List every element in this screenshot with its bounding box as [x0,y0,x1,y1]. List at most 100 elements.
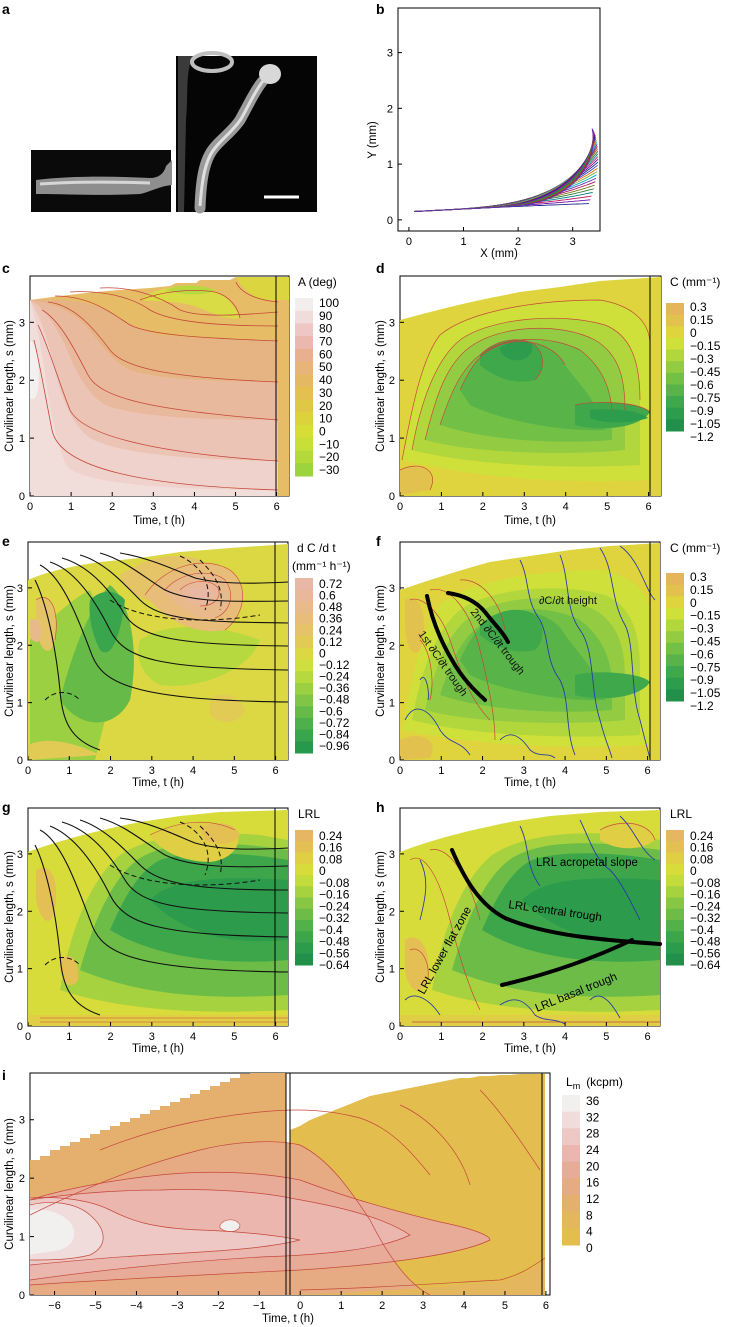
photo-right-edge [178,56,196,212]
colorbar-swatch [666,337,684,351]
panel-h: h LRL acropetal slope [375,799,721,1055]
plot-g-xlabel: Time, t (h) [132,1043,184,1055]
colorbar-tick-label: −0.45 [690,365,721,379]
i-contours [29,1089,546,1296]
colorbar-tick-label: 0.3 [690,300,707,314]
x-tick-label: 5 [603,765,609,777]
x-tick-label: 2 [109,501,115,513]
colorbar-tick-label: −0.56 [319,946,350,960]
y-tick-label: 3 [389,849,395,861]
x-tick-label: 0 [406,236,412,248]
h-contours-blue [404,815,656,1025]
colorbar-tick-label: −0.15 [690,339,721,353]
colorbar-tick-label: −0.56 [690,946,721,960]
i-fill-island [219,1219,241,1232]
colorbar-swatch [295,310,313,324]
colorbar-swatch [295,613,313,626]
colorbar-tick-label: 32 [586,1110,600,1124]
x-tick-label: −5 [89,1300,102,1312]
g-fill-pos1 [36,867,57,921]
f-fill-6 [480,609,543,652]
x-tick-label: 3 [149,765,155,777]
colorbar-tick-label: 0 [586,1241,593,1255]
x-tick-label: 0 [397,765,403,777]
panel-label-g: g [2,799,11,815]
panel-label-d: d [376,260,385,276]
c-fill-80 [30,300,278,496]
y-tick-label: 2 [389,640,395,652]
colorbar-swatch [295,863,313,876]
colorbar-tick-label: −0.3 [690,352,714,366]
panel-b: b 0 1 2 3 0 1 2 3 X (mm) Y (mm) [367,1,601,260]
colorbar-swatch [295,875,313,887]
colorbar-h: 0.240.160.080−0.08−0.16−0.24−0.32−0.4−0.… [666,829,721,972]
colorbar-tick-label: −20 [319,450,340,464]
y-tick-label: 0 [19,1290,25,1302]
colorbar-tick-label: −0.15 [690,609,721,623]
x-tick-label: 2 [515,236,521,248]
c-fill-100 [30,340,39,400]
plot-c-ticks: 0 1 2 3 4 5 6 0 1 2 3 [19,317,280,513]
colorbar-tick-label: 0.72 [319,577,343,591]
colorbar-e: 0.720.60.480.360.240.120−0.12−0.24−0.36−… [295,577,350,754]
colorbar-f-title: C (mm⁻¹) [670,541,720,555]
colorbar-swatch [295,886,313,898]
colorbar-swatch [295,942,313,955]
colorbar-tick-label: −10 [319,437,340,451]
colorbar-i-title-sub: m [573,1081,581,1091]
y-tick-label: 1 [19,433,25,445]
x-tick-label: 2 [479,1031,485,1043]
trajectory-line [414,128,594,212]
colorbar-tick-label: −0.32 [690,911,721,925]
d-fill-7 [500,340,533,361]
x-tick-label: 5 [231,1031,237,1043]
plot-i-ticks: −6 −5 −4 −3 −2 −1 0 1 2 3 4 5 6 0 1 2 3 [19,1115,549,1312]
x-tick-label: −4 [130,1300,143,1312]
y-tick-label: 3 [389,583,395,595]
i-fill-bottom-right [290,1260,545,1295]
y-tick-label: 2 [389,906,395,918]
colorbar-tick-label: 0 [319,864,326,878]
x-tick-label: 1 [438,1031,444,1043]
y-tick-label: 1 [389,698,395,710]
colorbar-i-title: Lm (kcpm) [566,1075,623,1091]
colorbar-tick-label: 16 [586,1176,600,1190]
x-tick-label: 5 [604,501,610,513]
colorbar-g-title: LRL [298,807,320,821]
x-tick-label: 3 [150,501,156,513]
h-fill-4 [522,878,660,942]
x-tick-label: 0 [397,1031,403,1043]
g-contours-red [40,821,288,1023]
colorbar-swatch [295,578,313,591]
g-fill-4 [150,878,288,942]
colorbar-tick-label: −0.48 [319,935,350,949]
f-fill-7 [575,672,650,699]
colorbar-swatch [295,897,313,910]
y-tick-label: 2 [387,103,393,115]
f-fill-pos2 [405,598,425,653]
colorbar-tick-label: −0.12 [319,658,350,672]
f-annotation-height: ∂C/∂t height [539,595,597,607]
colorbar-swatch [666,654,684,667]
x-tick-label: 0 [397,501,403,513]
y-tick-label: 1 [389,433,395,445]
colorbar-swatch [295,830,313,842]
x-tick-label: 1 [438,765,444,777]
x-tick-label: 1 [460,236,466,248]
x-tick-label: 4 [190,765,196,777]
colorbar-swatch [666,407,684,420]
colorbar-tick-label: −0.36 [319,681,350,695]
x-tick-label: 6 [274,501,280,513]
y-tick-label: 0 [17,1021,23,1033]
x-tick-label: 4 [191,501,197,513]
colorbar-swatch [295,601,313,614]
plot-f-ylabel: Curvilinear length, s (mm) [375,585,387,717]
colorbar-tick-label: −0.4 [690,923,714,937]
colorbar-tick-label: 0 [690,326,697,340]
colorbar-swatch [295,387,313,401]
colorbar-tick-label: −0.84 [319,727,350,741]
x-tick-label: 2 [480,501,486,513]
x-tick-label: 6 [645,765,651,777]
colorbar-e-title: d C /d t [297,541,336,555]
